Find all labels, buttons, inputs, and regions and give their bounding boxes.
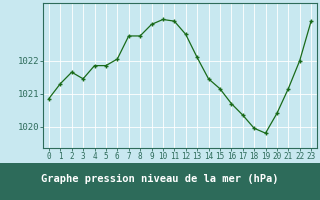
Text: Graphe pression niveau de la mer (hPa): Graphe pression niveau de la mer (hPa) — [41, 174, 279, 184]
